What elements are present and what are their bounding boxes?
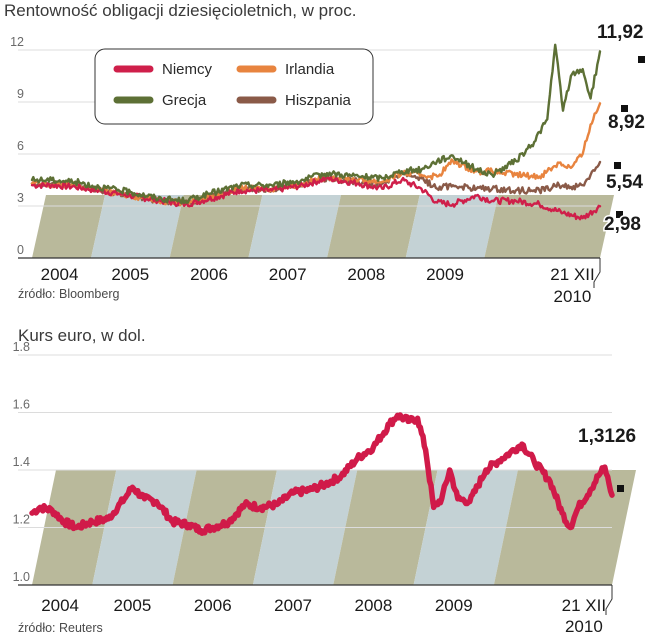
y-tick-label: 0 xyxy=(17,243,24,257)
band-0 xyxy=(32,195,106,258)
bond-yield-chart: Rentowność obligacji dziesięcioletnich, … xyxy=(4,1,647,306)
y-tick-label: 1.2 xyxy=(13,513,30,527)
eurusd-chart-y-ticks: 1.0 1.2 1.4 1.6 1.8 xyxy=(13,340,30,584)
x-tick-label: 2009 xyxy=(426,265,464,284)
series-line-niemcy xyxy=(30,174,602,221)
band-top-edge xyxy=(32,193,614,195)
bond-chart-title: Rentowność obligacji dziesięcioletnich, … xyxy=(4,1,356,20)
end-marker xyxy=(614,162,621,169)
x-tick-label: 2007 xyxy=(274,596,312,615)
x-tick-label: 21 XII xyxy=(550,265,594,284)
end-marker xyxy=(621,105,628,112)
x-tick-label: 2007 xyxy=(269,265,307,284)
band-4 xyxy=(327,195,420,258)
band-2 xyxy=(169,195,263,258)
band-top-edge xyxy=(32,468,636,470)
legend-label-hiszpania: Hiszpania xyxy=(285,92,352,109)
date-marker-bracket xyxy=(605,585,613,615)
y-tick-label: 12 xyxy=(10,35,24,49)
x-tick-label: 2006 xyxy=(190,265,228,284)
end-marker xyxy=(617,485,624,492)
y-tick-label: 9 xyxy=(17,87,24,101)
x-tick-label: 2010 xyxy=(565,617,603,636)
bond-chart-y-ticks: 0 3 6 9 12 xyxy=(10,35,24,257)
bond-chart-source: źródło: Bloomberg xyxy=(18,287,119,301)
series-line-kurs-euro xyxy=(29,412,615,536)
x-tick-label: 2004 xyxy=(41,596,79,615)
end-value-label: 5,54 xyxy=(606,172,643,193)
eurusd-chart: Kurs euro, w dol. 1.01.21.41.61.8 2004 20… xyxy=(13,326,638,636)
y-tick-label: 3 xyxy=(17,191,24,205)
band-6 xyxy=(484,195,614,258)
legend-label-irlandia: Irlandia xyxy=(285,61,335,78)
eurusd-chart-x-ticks: 2004 2005 2006 2007 2008 2009 21 XII 2010 xyxy=(41,585,613,636)
eurusd-chart-gridlines xyxy=(18,354,612,586)
end-value-label: 8,92 xyxy=(608,112,645,133)
x-tick-label: 2008 xyxy=(347,265,385,284)
x-tick-label: 2010 xyxy=(554,287,592,306)
y-tick-label: 1.8 xyxy=(13,340,30,354)
x-tick-label: 2008 xyxy=(354,596,392,615)
band-3 xyxy=(248,195,342,258)
legend-box xyxy=(94,48,374,125)
eurusd-chart-source: źródło: Reuters xyxy=(18,621,103,635)
band-5 xyxy=(405,195,499,258)
y-tick-label: 6 xyxy=(17,139,24,153)
eurusd-chart-end-labels: 1,3126 xyxy=(577,425,638,492)
x-tick-label: 2006 xyxy=(194,596,232,615)
bond-chart-x-ticks: 2004 2005 2006 2007 2008 2009 21 XII 2010 xyxy=(41,258,601,306)
legend-label-niemcy: Niemcy xyxy=(162,61,213,78)
x-tick-label: 2009 xyxy=(435,596,473,615)
bond-chart-series xyxy=(30,43,602,221)
eurusd-chart-title: Kurs euro, w dol. xyxy=(18,326,146,345)
y-tick-label: 1.4 xyxy=(13,455,30,469)
y-tick-label: 1.0 xyxy=(13,570,30,584)
bond-chart-bands xyxy=(32,193,614,258)
band-1 xyxy=(91,195,184,258)
end-value-label: 11,92 xyxy=(597,22,644,43)
x-tick-label: 21 XII xyxy=(562,596,606,615)
end-value-label: 2,98 xyxy=(604,214,641,235)
date-marker-bracket xyxy=(593,258,601,288)
end-marker xyxy=(616,211,623,218)
x-tick-label: 2004 xyxy=(41,265,79,284)
legend: Niemcy Irlandia Grecja Hiszpania xyxy=(94,48,374,125)
end-marker xyxy=(638,56,645,63)
series-line-grecja xyxy=(30,43,602,205)
y-tick-label: 1.6 xyxy=(13,398,30,412)
end-value-label: 1,3126 xyxy=(578,426,636,447)
x-tick-label: 2005 xyxy=(114,596,152,615)
bond-chart-end-labels: 2,98 8,92 11,92 5,54 xyxy=(596,21,647,237)
legend-label-grecja: Grecja xyxy=(162,92,207,109)
x-tick-label: 2005 xyxy=(111,265,149,284)
eurusd-chart-series xyxy=(29,412,615,536)
